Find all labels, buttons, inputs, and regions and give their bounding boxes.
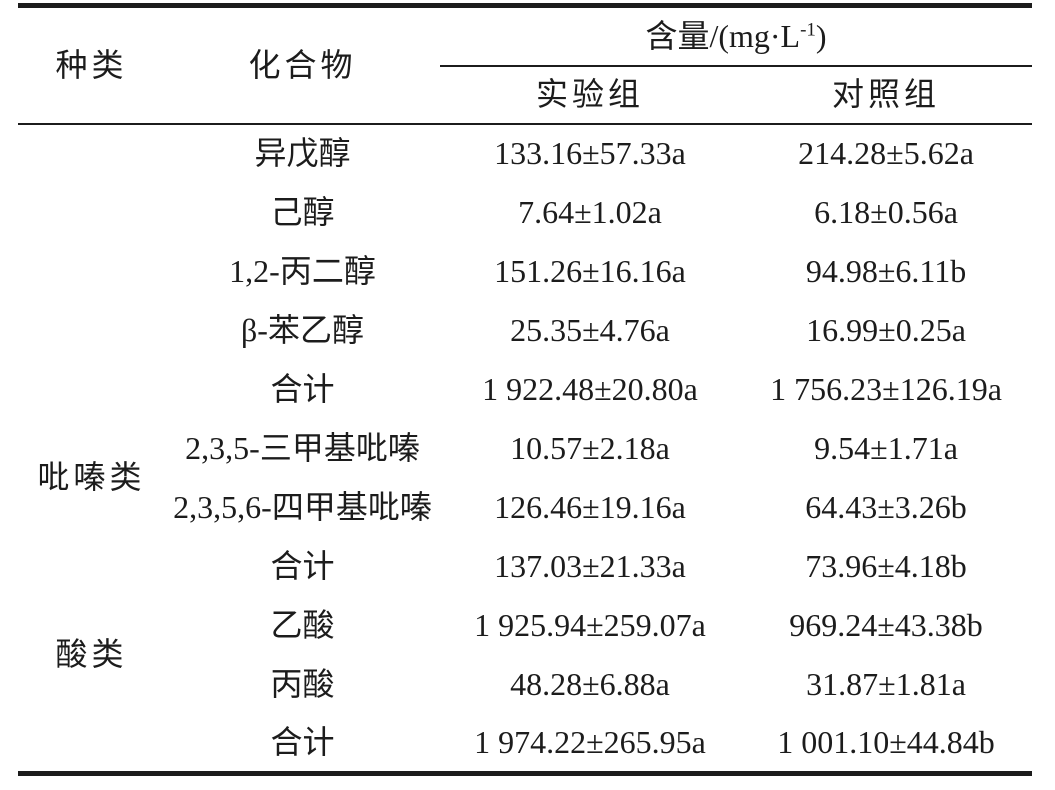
- compound-cell: 1,2-丙二醇: [229, 252, 376, 289]
- species-cell-acids: 酸类: [55, 636, 128, 673]
- control-value-cell: 31.87±1.81a: [806, 665, 966, 702]
- header-content-group: 含量/(mg·L-1): [440, 5, 1033, 67]
- table-row: 合计 1 974.22±265.95a 1 001.10±44.84b: [18, 714, 1032, 773]
- table-row: 酸类 乙酸 1 925.94±259.07a 969.24±43.38b: [18, 596, 1032, 672]
- control-value-cell: 9.54±1.71a: [814, 429, 958, 466]
- content-unit-suffix: ): [815, 17, 827, 54]
- table-row: 异戊醇 133.16±57.33a 214.28±5.62a: [18, 124, 1032, 183]
- table-row: 1,2-丙二醇 151.26±16.16a 94.98±6.11b: [18, 242, 1032, 301]
- species-cell-blank: [18, 537, 165, 596]
- species-cell-blank: [18, 714, 165, 773]
- compound-cell: 乙酸: [270, 606, 335, 643]
- content-unit-prefix: 含量/(mg·L: [645, 17, 801, 54]
- experimental-value-cell: 10.57±2.18a: [510, 429, 670, 466]
- header-species: 种类: [18, 5, 165, 125]
- header-row-spanner: 种类 化合物 含量/(mg·L-1): [18, 5, 1033, 125]
- compound-cell: β-苯乙醇: [241, 311, 364, 348]
- control-value-cell: 94.98±6.11b: [805, 252, 967, 289]
- header-row-groups: 实验组 对照组: [18, 66, 1033, 125]
- control-value-cell: 1 001.10±44.84b: [777, 723, 995, 760]
- table-row: 合计 1 922.48±20.80a 1 756.23±126.19a: [18, 360, 1032, 419]
- content-unit-superscript: -1: [800, 19, 816, 41]
- experimental-value-cell: 1 922.48±20.80a: [482, 370, 698, 407]
- table-row: 己醇 7.64±1.02a 6.18±0.56a: [18, 183, 1032, 242]
- species-cell-pyrazines: 吡嗪类: [37, 459, 146, 496]
- experimental-value-cell: 137.03±21.33a: [494, 547, 686, 584]
- table-row: 2,3,5,6-四甲基吡嗪 126.46±19.16a 64.43±3.26b: [18, 478, 1032, 537]
- control-value-cell: 214.28±5.62a: [798, 135, 974, 172]
- experimental-value-cell: 48.28±6.88a: [510, 665, 670, 702]
- compound-cell: 己醇: [270, 193, 335, 230]
- control-value-cell: 64.43±3.26b: [805, 488, 967, 525]
- compound-cell: 丙酸: [270, 665, 335, 702]
- control-value-cell: 1 756.23±126.19a: [770, 370, 1002, 407]
- table-row: 丙酸 48.28±6.88a 31.87±1.81a: [18, 655, 1032, 714]
- compound-cell: 异戊醇: [254, 135, 351, 172]
- experimental-value-cell: 126.46±19.16a: [494, 488, 686, 525]
- table-row: 合计 137.03±21.33a 73.96±4.18b: [18, 537, 1032, 596]
- compound-cell: 2,3,5-三甲基吡嗪: [185, 429, 420, 466]
- experimental-value-cell: 7.64±1.02a: [518, 193, 662, 230]
- table-row: β-苯乙醇 25.35±4.76a 16.99±0.25a: [18, 301, 1032, 360]
- table-row: 吡嗪类 2,3,5-三甲基吡嗪 10.57±2.18a 9.54±1.71a: [18, 419, 1032, 495]
- experimental-value-cell: 1 925.94±259.07a: [474, 606, 706, 643]
- header-compound: 化合物: [165, 5, 440, 125]
- header-control-group: 对照组: [740, 66, 1033, 125]
- species-cell-blank: [18, 124, 165, 419]
- compound-cell: 合计: [270, 370, 335, 407]
- compound-cell: 合计: [270, 547, 335, 584]
- control-value-cell: 73.96±4.18b: [805, 547, 967, 584]
- control-value-cell: 6.18±0.56a: [814, 193, 958, 230]
- compound-cell: 2,3,5,6-四甲基吡嗪: [173, 488, 432, 525]
- experimental-value-cell: 133.16±57.33a: [494, 135, 686, 172]
- compound-content-table: 种类 化合物 含量/(mg·L-1) 实验组 对照组 异戊醇 133.16±57…: [18, 3, 1033, 776]
- compound-cell: 合计: [270, 723, 335, 760]
- control-value-cell: 16.99±0.25a: [806, 311, 966, 348]
- experimental-value-cell: 25.35±4.76a: [510, 311, 670, 348]
- experimental-value-cell: 151.26±16.16a: [494, 252, 686, 289]
- experimental-value-cell: 1 974.22±265.95a: [474, 723, 706, 760]
- header-experimental-group: 实验组: [440, 66, 740, 125]
- control-value-cell: 969.24±43.38b: [789, 606, 983, 643]
